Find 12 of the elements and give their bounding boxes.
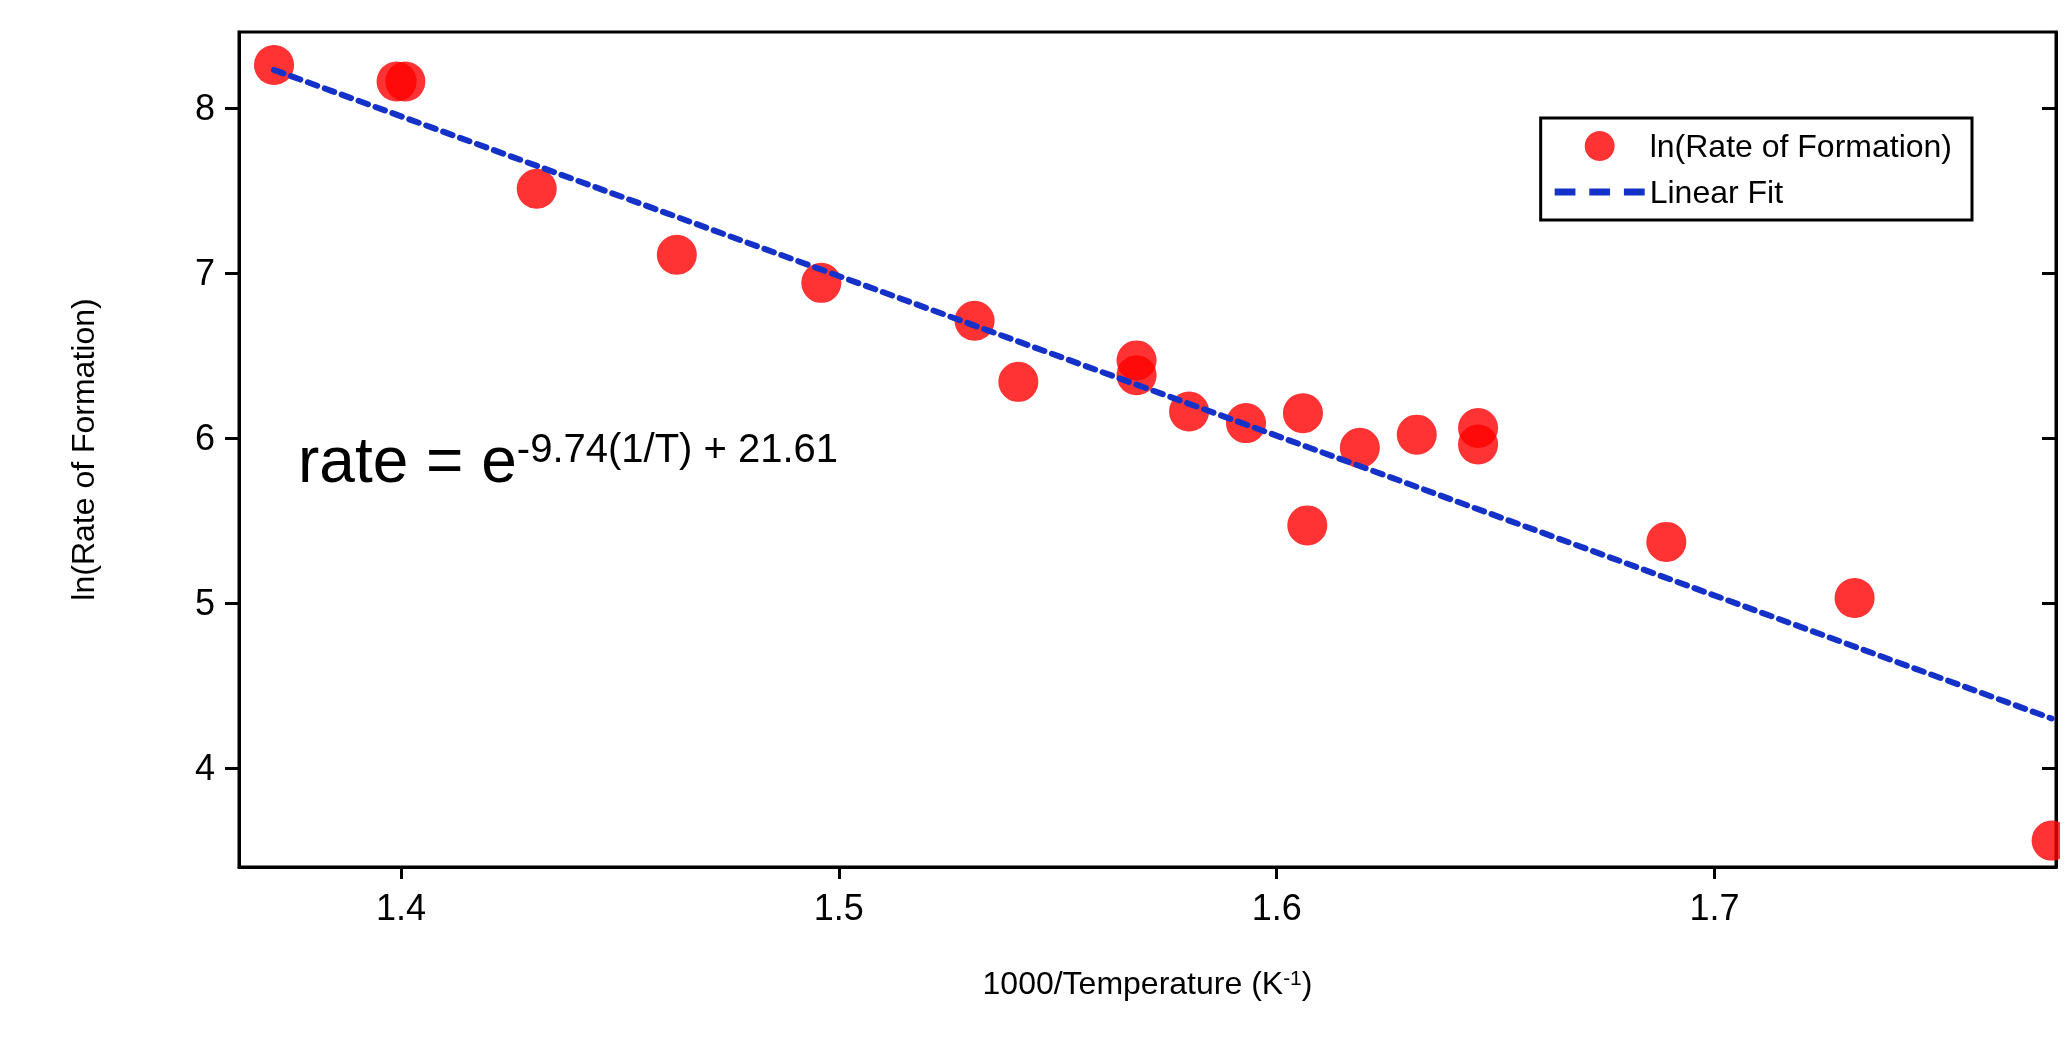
y-tick-label: 8 (194, 87, 215, 129)
x-tick-label: 1.7 (1689, 886, 1740, 928)
y-tick-label: 6 (194, 417, 215, 459)
legend-label: Linear Fit (1649, 174, 1784, 210)
x-tick-label: 1.5 (813, 886, 864, 928)
x-tick-label: 1.6 (1251, 886, 1302, 928)
y-tick-label: 4 (194, 747, 215, 789)
y-tick-label: 5 (194, 582, 215, 624)
y-tick-label: 7 (194, 252, 215, 294)
x-tick-label: 1.4 (375, 886, 427, 928)
y-axis-title: ln(Rate of Formation) (65, 298, 101, 601)
legend-label: ln(Rate of Formation) (1649, 128, 1952, 164)
